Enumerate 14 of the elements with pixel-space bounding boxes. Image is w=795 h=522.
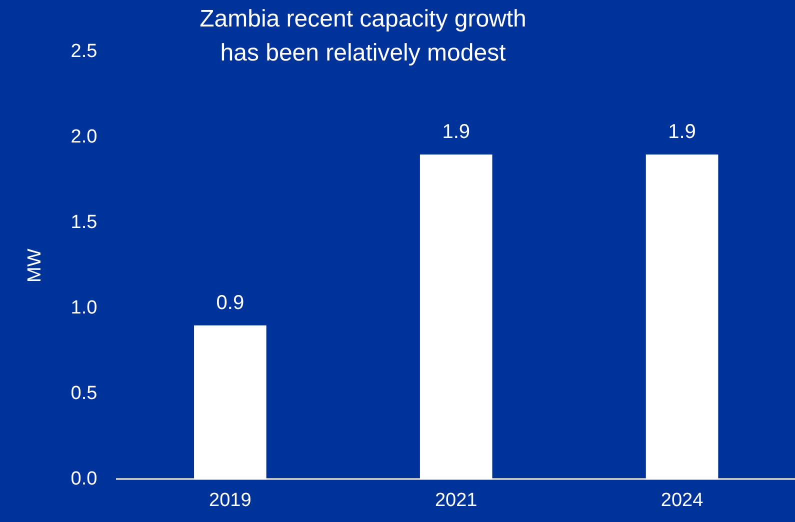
y-tick-label: 1.0 xyxy=(70,298,98,319)
y-tick-label: 0.0 xyxy=(70,468,98,490)
y-tick-label: 2.0 xyxy=(70,126,98,148)
y-tick-label: 1.5 xyxy=(70,212,98,234)
x-tick-label: 2021 xyxy=(434,490,478,511)
data-label: 1.9 xyxy=(668,121,696,144)
chart-title: Zambia recent capacity growth has been relatively modest xyxy=(200,6,526,67)
y-tick-label: 2.5 xyxy=(70,41,98,62)
y-tick-label: 0.5 xyxy=(70,382,98,404)
y-axis-title: MW xyxy=(24,248,46,282)
data-label: 1.9 xyxy=(442,121,470,144)
data-label: 0.9 xyxy=(216,292,244,314)
x-tick-label: 2024 xyxy=(660,490,704,511)
x-tick-label: 2019 xyxy=(209,490,252,511)
